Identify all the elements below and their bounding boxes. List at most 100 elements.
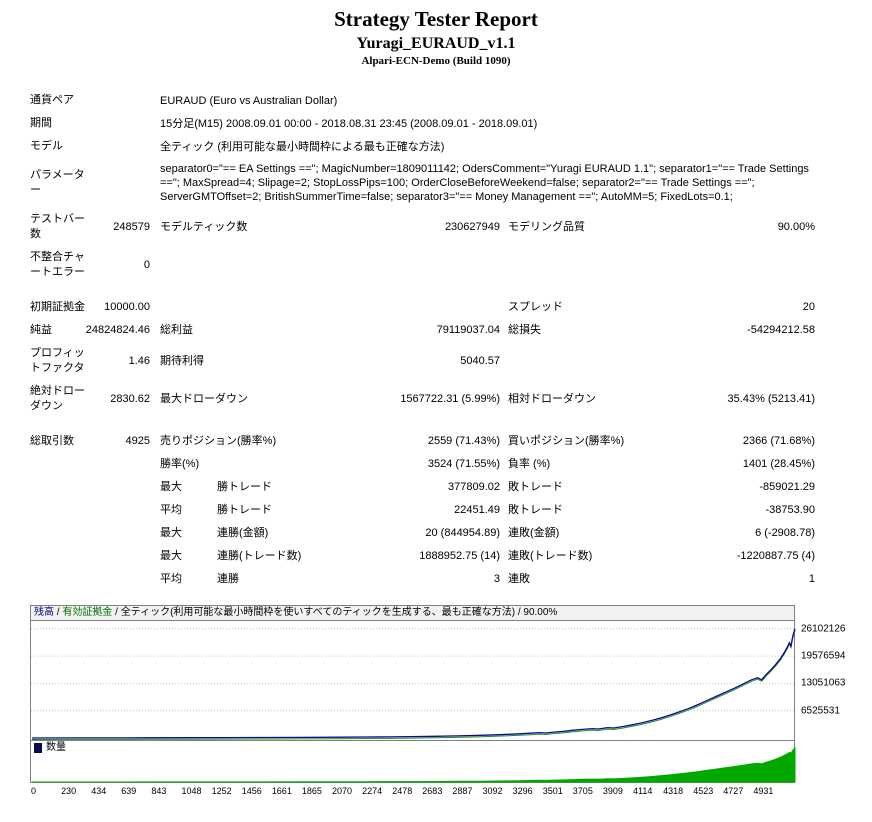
row-value: 6 (-2908.78) xyxy=(755,527,815,539)
row-value: 24824824.46 xyxy=(85,324,150,336)
report-table: 通貨ペア EURAUD (Euro vs Australian Dollar) 期間… xyxy=(30,89,845,591)
row-value: 4925 xyxy=(125,435,150,447)
row-value: 1.46 xyxy=(128,354,150,367)
report-row: パラメーター separator0="== EA Settings =="; Ma… xyxy=(30,158,845,208)
row-label: 敗トレード xyxy=(508,481,563,493)
row-label: 総損失 xyxy=(508,324,541,336)
row-value: 22451.49 xyxy=(454,504,500,516)
row-label: 総利益 xyxy=(160,324,193,336)
spacer-row xyxy=(30,284,845,296)
volume-label: 数量 xyxy=(46,742,66,753)
balance-plot-svg xyxy=(31,628,796,740)
server-build: Alpari-ECN-Demo (Build 1090) xyxy=(361,55,511,67)
chart-legend: 残高 / 有効証拠金 / 全ティック(利用可能な最小時間枠を使いすべてのティック… xyxy=(30,605,795,620)
row-value: 1888952.75 (14) xyxy=(419,550,500,562)
row-label: モデル xyxy=(30,140,63,152)
row-value: -859021.29 xyxy=(759,481,815,493)
row-label: 最大ドローダウン xyxy=(160,392,248,405)
row-value: 10000.00 xyxy=(104,301,150,313)
row-label: 初期証拠金 xyxy=(30,301,85,313)
row-label: 相対ドローダウン xyxy=(508,392,596,405)
chart-section: 残高 / 有効証拠金 / 全ティック(利用可能な最小時間枠を使いすべてのティック… xyxy=(30,605,870,797)
row-value: 1401 (28.45%) xyxy=(742,458,815,470)
row-label: 勝トレード xyxy=(217,504,272,516)
row-label: 負率 (%) xyxy=(508,458,551,470)
row-value: 377809.02 xyxy=(448,481,500,493)
row-label: パラメーター xyxy=(30,169,85,196)
x-axis-label: 434 xyxy=(91,786,107,796)
row-qualifier: 平均 xyxy=(160,504,182,516)
row-label: 絶対ドローダウン xyxy=(30,385,85,412)
report-row: 最大 勝トレード 377809.02 敗トレード -859021.29 xyxy=(30,476,845,499)
balance-plot: 26102126 19576594 13051063 6525531 xyxy=(30,620,846,741)
row-label: 期待利得 xyxy=(160,354,204,367)
balance-line xyxy=(31,628,796,739)
row-value: 15分足(M15) 2008.09.01 00:00 - 2018.08.31 … xyxy=(160,117,538,130)
row-value: 248579 xyxy=(113,220,150,233)
report-row: 最大 連勝(金額) 20 (844954.89) 連敗(金額) 6 (-2908.78) xyxy=(30,522,845,545)
report-row: 絶対ドローダウン 2830.62 最大ドローダウン 1567722.31 (5.99%… xyxy=(30,380,845,418)
volume-pane: 数量 xyxy=(30,741,796,783)
report-row: モデル 全ティック (利用可能な最小時間枠による最も正確な方法) xyxy=(30,135,845,158)
report-row: 通貨ペア EURAUD (Euro vs Australian Dollar) xyxy=(30,89,845,112)
page-title: Strategy Tester Report xyxy=(334,7,538,31)
report-row: 初期証拠金 10000.00 スプレッド 20 xyxy=(30,296,845,319)
legend-part: 90.00% xyxy=(523,607,558,618)
x-axis-label: 1661 xyxy=(271,786,292,796)
row-value: 3 xyxy=(493,573,500,585)
x-axis-label: 3296 xyxy=(512,786,533,796)
row-label: 連敗(トレード数) xyxy=(508,550,593,562)
report-row: テストバー数 248579 モデルティック数 230627949 モデリング品質 90.0… xyxy=(30,208,845,246)
row-value: separator0="== EA Settings =="; MagicNum… xyxy=(160,163,809,203)
legend-part: 全ティック(利用可能な最小時間枠を使いすべてのティックを生成する、最も正確な方法… xyxy=(120,607,516,618)
row-qualifier: 最大 xyxy=(160,550,182,562)
x-axis-label: 3909 xyxy=(602,786,623,796)
row-value: 0 xyxy=(143,258,150,271)
x-axis-label: 639 xyxy=(121,786,137,796)
row-label: 連勝(トレード数) xyxy=(217,550,302,562)
x-axis-label: 230 xyxy=(61,786,77,796)
row-value: 79119037.04 xyxy=(436,324,500,336)
row-value: 20 xyxy=(802,301,815,313)
row-label: 期間 xyxy=(30,117,52,129)
row-label: 勝率(%) xyxy=(160,458,200,470)
row-value: 20 (844954.89) xyxy=(425,527,500,539)
x-axis-label: 4931 xyxy=(753,786,774,796)
x-axis-label: 2887 xyxy=(452,786,473,796)
row-qualifier: 平均 xyxy=(160,573,182,585)
x-axis-label: 1456 xyxy=(241,786,262,796)
x-axis-label: 843 xyxy=(151,786,167,796)
volume-area xyxy=(32,746,796,783)
x-axis-label: 4523 xyxy=(693,786,714,796)
x-axis-label: 4318 xyxy=(663,786,684,796)
x-axis-label: 3092 xyxy=(482,786,503,796)
spacer-row xyxy=(30,418,845,430)
volume-plot-svg xyxy=(32,746,796,783)
row-label: テストバー数 xyxy=(30,213,85,240)
row-value: -1220887.75 (4) xyxy=(736,550,815,562)
report-row: 勝率(%) 3524 (71.55%) 負率 (%) 1401 (28.45%) xyxy=(30,453,845,476)
x-axis-label: 2478 xyxy=(392,786,413,796)
report-row: 平均 勝トレード 22451.49 敗トレード -38753.90 xyxy=(30,499,845,522)
volume-legend-chip xyxy=(34,743,42,753)
row-value: 5040.57 xyxy=(460,354,500,367)
legend-part: 有効証拠金 xyxy=(62,607,113,618)
row-value: 2830.62 xyxy=(110,392,150,405)
row-label: 勝トレード xyxy=(217,481,272,493)
ea-name: Yuragi_EURAUD_v1.1 xyxy=(356,35,516,52)
row-value: -38753.90 xyxy=(765,504,815,516)
row-value: 2559 (71.43%) xyxy=(427,435,500,447)
row-value: 2366 (71.68%) xyxy=(742,435,815,447)
row-value: 3524 (71.55%) xyxy=(427,458,500,470)
x-axis-label: 1865 xyxy=(301,786,322,796)
report-row: 最大 連勝(トレード数) 1888952.75 (14) 連敗(トレード数) -1220… xyxy=(30,545,845,568)
row-label: 連勝(金額) xyxy=(217,527,269,539)
report-row: 総取引数 4925 売りポジション(勝率%) 2559 (71.43%) 買いポジション… xyxy=(30,430,845,453)
row-qualifier: 最大 xyxy=(160,527,182,539)
x-axis-label: 3501 xyxy=(542,786,563,796)
x-axis-label: 1048 xyxy=(181,786,202,796)
report-row: 期間 15分足(M15) 2008.09.01 00:00 - 2018.08.3… xyxy=(30,112,845,135)
y-axis-label: 26102126 xyxy=(801,623,846,635)
row-label: 総取引数 xyxy=(30,435,74,447)
row-label: 売りポジション(勝率%) xyxy=(160,435,277,447)
